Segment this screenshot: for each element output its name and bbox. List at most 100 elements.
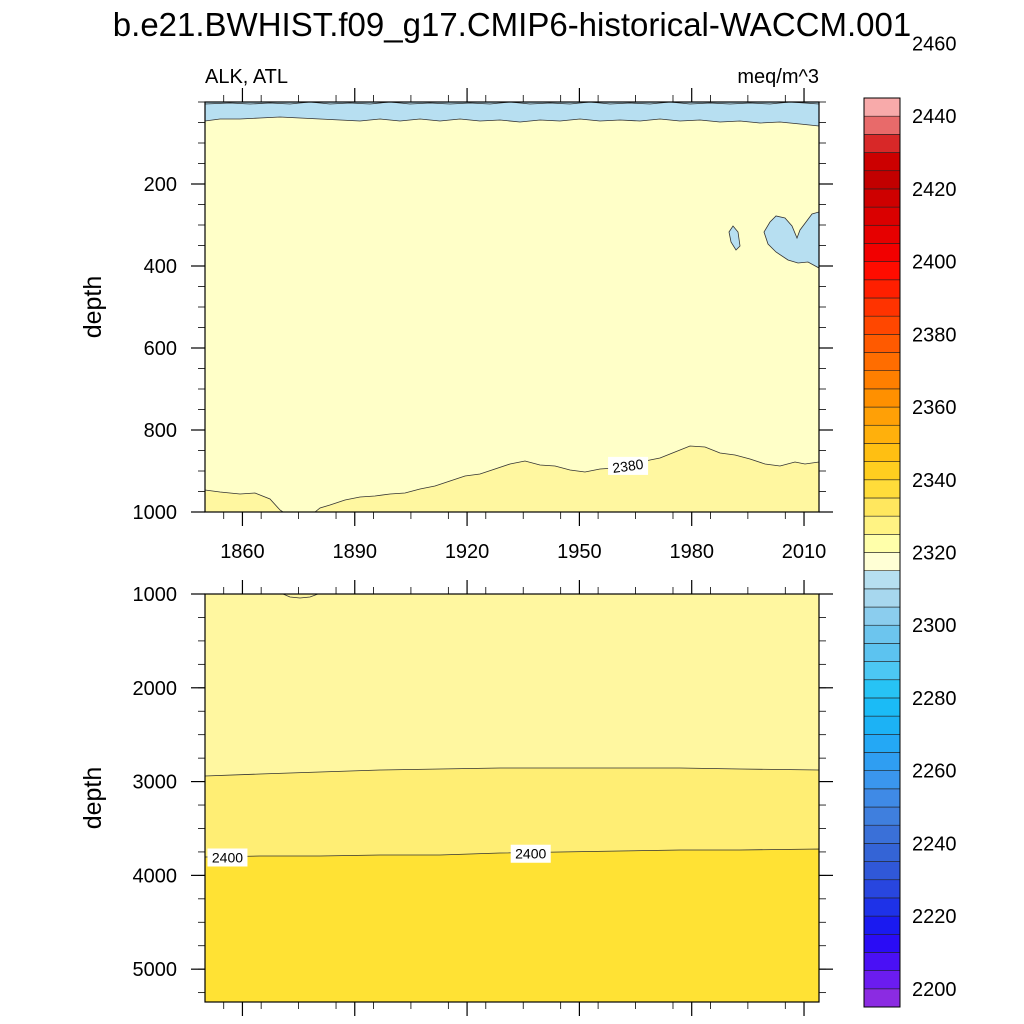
colorbar: 2200 2220 2240 2260 2280 2300 2320 2340 2360 2380… <box>863 33 957 1008</box>
colorbar-swatch <box>863 679 901 699</box>
lower-ytick-label: 3000 <box>133 772 178 794</box>
lower-panel-frame <box>204 593 820 1003</box>
colorbar-swatch <box>863 733 901 753</box>
lower-panel-plot <box>205 594 819 1002</box>
colorbar-swatch <box>863 552 901 571</box>
svg-text:2400: 2400 <box>212 849 243 865</box>
upper-panel-background-band <box>205 102 819 512</box>
colorbar-swatch <box>863 952 901 971</box>
colorbar-label: 2240 <box>912 833 957 855</box>
colorbar-swatch <box>863 406 901 426</box>
colorbar-swatch <box>863 588 901 608</box>
colorbar-label: 2280 <box>912 688 957 710</box>
colorbar-swatch <box>863 152 901 172</box>
colorbar-label: 2320 <box>912 543 957 565</box>
colorbar-swatch <box>863 170 901 190</box>
colorbar-swatch <box>863 334 901 353</box>
colorbar-label: 2300 <box>912 615 957 637</box>
colorbar-swatch <box>863 861 901 881</box>
colorbar-swatch <box>863 315 901 335</box>
xtick-label: 1980 <box>669 541 714 563</box>
colorbar-swatch <box>863 224 901 244</box>
colorbar-label: 2340 <box>912 470 957 492</box>
colorbar-swatch <box>863 897 901 917</box>
chart-title: b.e21.BWHIST.f09_g17.CMIP6-historical-WA… <box>113 6 911 43</box>
lower-ytick-label: 1000 <box>133 584 178 606</box>
colorbar-swatch <box>863 497 901 517</box>
deep-2380-band <box>205 445 819 512</box>
colorbar-swatch <box>863 261 901 281</box>
xtick-label: 1920 <box>445 541 490 563</box>
colorbar-swatch <box>863 97 901 117</box>
colorbar-swatch <box>863 843 901 862</box>
colorbar-swatch <box>863 352 901 371</box>
colorbar-swatch <box>863 806 901 826</box>
colorbar-label: 2400 <box>912 252 957 274</box>
colorbar-label: 2220 <box>912 906 957 928</box>
colorbar-swatch <box>863 915 901 935</box>
colorbar-swatch <box>863 933 901 953</box>
svg-text:2380: 2380 <box>611 456 644 476</box>
upper-ytick-label: 200 <box>144 174 177 196</box>
colorbar-swatch <box>863 515 901 535</box>
colorbar-swatch <box>863 606 901 626</box>
colorbar-swatch <box>863 970 901 990</box>
lower-ytick-label: 4000 <box>133 865 178 887</box>
colorbar-swatch <box>863 206 901 226</box>
colorbar-swatch <box>863 697 901 717</box>
colorbar-swatch <box>863 643 901 662</box>
colorbar-swatch <box>863 370 901 390</box>
colorbar-swatch <box>863 461 901 481</box>
colorbar-label: 2440 <box>912 106 957 128</box>
colorbar-swatch <box>863 824 901 844</box>
contour-label-2400: 2400 <box>207 848 248 867</box>
colorbar-swatch <box>863 479 901 499</box>
colorbar-swatch <box>863 879 901 899</box>
upper-ylabel: depth <box>79 276 107 339</box>
colorbar-swatch <box>863 424 901 444</box>
upper-ytick-label: 400 <box>144 256 177 278</box>
colorbar-label: 2460 <box>912 33 957 55</box>
deep-2400-band <box>205 848 819 1002</box>
surface-bump-contour <box>282 594 319 599</box>
colorbar-label: 2360 <box>912 397 957 419</box>
upper-panel-plot <box>205 102 819 512</box>
contour-label-2400: 2400 <box>510 844 551 863</box>
colorbar-swatch <box>863 243 901 262</box>
colorbar-swatch <box>863 988 901 1008</box>
small-low-patch <box>728 225 741 251</box>
colorbar-swatch <box>863 788 901 808</box>
colorbar-swatch <box>863 443 901 462</box>
colorbar-swatch <box>863 115 901 135</box>
variable-label: ALK, ATL <box>205 66 288 88</box>
colorbar-swatch <box>863 715 901 735</box>
svg-text:2400: 2400 <box>515 846 546 862</box>
mid-depth-low-patch <box>763 211 819 269</box>
colorbar-swatch <box>863 297 901 317</box>
upper-ytick-label: 600 <box>144 338 177 360</box>
colorbar-swatch <box>863 188 901 208</box>
upper-ytick-label: 800 <box>144 420 177 442</box>
colorbar-swatch <box>863 570 901 590</box>
lower-ylabel: depth <box>79 767 107 830</box>
lower-ytick-label: 5000 <box>133 959 178 981</box>
surface-band-top-edge <box>205 102 819 105</box>
colorbar-label: 2200 <box>912 979 957 1001</box>
contour-label-2380: 2380 <box>608 456 649 476</box>
colorbar-swatch <box>863 752 901 771</box>
colorbar-label: 2260 <box>912 761 957 783</box>
colorbar-swatch <box>863 534 901 553</box>
colorbar-swatch <box>863 279 901 299</box>
units-label: meq/m^3 <box>737 66 819 88</box>
xtick-label: 1890 <box>333 541 378 563</box>
colorbar-swatch <box>863 134 901 153</box>
lower-ytick-label: 2000 <box>133 678 178 700</box>
colorbar-swatch <box>863 661 901 681</box>
colorbar-label: 2420 <box>912 179 957 201</box>
surface-low-band <box>205 102 819 127</box>
xtick-label: 2010 <box>782 541 827 563</box>
colorbar-label: 2380 <box>912 324 957 346</box>
upper-ytick-label: 1000 <box>133 502 178 524</box>
colorbar-swatch <box>863 770 901 790</box>
